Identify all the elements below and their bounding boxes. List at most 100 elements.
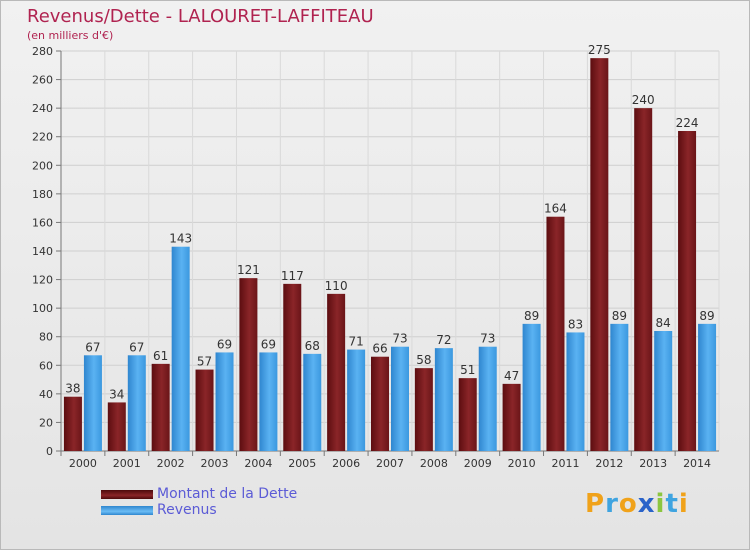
data-label-dette: 66 — [372, 342, 387, 356]
bar-revenus — [127, 355, 146, 451]
bar-dette — [151, 363, 170, 451]
x-tick-label: 2010 — [508, 457, 536, 470]
y-tick-label: 140 — [32, 245, 53, 258]
bar-dette — [502, 383, 521, 451]
x-tick-label: 2009 — [464, 457, 492, 470]
bar-revenus — [259, 352, 278, 451]
bar-dette — [327, 293, 346, 451]
data-label-revenus: 73 — [480, 332, 495, 346]
data-label-revenus: 89 — [699, 309, 714, 323]
y-tick-label: 240 — [32, 102, 53, 115]
y-tick-label: 0 — [46, 445, 53, 458]
data-label-dette: 164 — [544, 202, 567, 216]
x-tick-label: 2012 — [595, 457, 623, 470]
y-tick-label: 100 — [32, 302, 53, 315]
bar-revenus — [654, 331, 673, 451]
y-tick-label: 200 — [32, 159, 53, 172]
y-tick-label: 260 — [32, 74, 53, 87]
legend-swatch-dette — [101, 490, 153, 499]
x-tick-label: 2000 — [69, 457, 97, 470]
bar-revenus — [610, 323, 629, 451]
grid-lines — [60, 50, 720, 452]
bar-dette — [63, 396, 82, 451]
data-label-revenus: 89 — [612, 309, 627, 323]
data-label-dette: 121 — [237, 263, 260, 277]
bar-dette — [283, 283, 302, 451]
bar-revenus — [391, 346, 409, 451]
data-label-dette: 275 — [588, 43, 611, 57]
x-tick-label: 2007 — [376, 457, 404, 470]
data-label-revenus: 68 — [305, 339, 320, 353]
bar-revenus — [434, 348, 453, 451]
x-tick-label: 2002 — [157, 457, 185, 470]
bar-dette — [590, 58, 609, 452]
data-label-revenus: 67 — [129, 340, 144, 354]
chart-title: Revenus/Dette - LALOURET-LAFFITEAU — [27, 6, 374, 27]
bar-dette — [414, 368, 433, 451]
x-tick-label: 2001 — [113, 457, 141, 470]
data-label-revenus: 73 — [392, 332, 407, 346]
y-tick-label: 40 — [39, 388, 53, 401]
data-labels: 38 67 34 67 61 143 57 69 121 69 117 68 110 71 66 73 58 72… — [65, 43, 714, 401]
proxiti-logo: Proxiti — [585, 489, 689, 519]
bar-revenus — [698, 323, 717, 451]
data-label-dette: 47 — [504, 369, 519, 383]
bar-dette — [107, 402, 126, 451]
data-label-dette: 51 — [460, 363, 475, 377]
data-label-revenus: 69 — [261, 337, 276, 351]
y-tick-label: 160 — [32, 216, 53, 229]
legend-label-revenus: Revenus — [157, 502, 217, 518]
bar-revenus — [347, 349, 366, 451]
bar-revenus — [522, 323, 541, 451]
x-tick-label: 2008 — [420, 457, 448, 470]
legend-label-dette: Montant de la Dette — [157, 486, 298, 502]
data-label-dette: 110 — [325, 279, 348, 293]
bar-dette — [678, 131, 697, 451]
data-label-dette: 61 — [153, 349, 168, 363]
bar-dette — [371, 356, 389, 451]
bars — [63, 58, 717, 452]
y-tick-label: 280 — [32, 45, 53, 58]
bar-dette — [195, 369, 214, 451]
data-label-revenus: 83 — [568, 317, 583, 331]
data-label-revenus: 71 — [348, 335, 363, 349]
data-label-revenus: 67 — [85, 340, 100, 354]
y-tick-label: 180 — [32, 188, 53, 201]
bar-dette — [239, 278, 258, 451]
bar-dette — [546, 216, 565, 451]
bar-revenus — [171, 246, 190, 451]
data-label-revenus: 143 — [169, 232, 192, 246]
x-tick-label: 2011 — [551, 457, 579, 470]
x-tick-label: 2014 — [683, 457, 711, 470]
bar-revenus — [83, 355, 102, 451]
chart-subtitle: (en milliers d'€) — [27, 29, 114, 42]
x-tick-label: 2003 — [201, 457, 229, 470]
data-label-revenus: 89 — [524, 309, 539, 323]
bar-revenus — [478, 346, 497, 451]
y-tick-label: 220 — [32, 131, 53, 144]
y-tick-label: 20 — [39, 416, 53, 429]
bar-revenus — [215, 352, 234, 451]
legend-swatch-revenus — [101, 506, 153, 515]
bar-revenus — [303, 353, 322, 451]
data-label-dette: 58 — [416, 353, 431, 367]
data-label-dette: 117 — [281, 269, 304, 283]
data-label-dette: 240 — [632, 93, 655, 107]
y-tick-label: 120 — [32, 274, 53, 287]
x-tick-label: 2005 — [288, 457, 316, 470]
y-tick-label: 80 — [39, 331, 53, 344]
data-label-revenus: 72 — [436, 333, 451, 347]
bar-dette — [458, 378, 477, 451]
bar-revenus — [566, 332, 585, 451]
x-tick-label: 2006 — [332, 457, 360, 470]
data-label-dette: 34 — [109, 387, 124, 401]
x-tick-label: 2013 — [639, 457, 667, 470]
data-label-dette: 224 — [676, 116, 699, 130]
data-label-revenus: 84 — [656, 316, 671, 330]
data-label-dette: 38 — [65, 382, 80, 396]
y-tick-label: 60 — [39, 359, 53, 372]
data-label-dette: 57 — [197, 355, 212, 369]
x-tick-label: 2004 — [244, 457, 272, 470]
